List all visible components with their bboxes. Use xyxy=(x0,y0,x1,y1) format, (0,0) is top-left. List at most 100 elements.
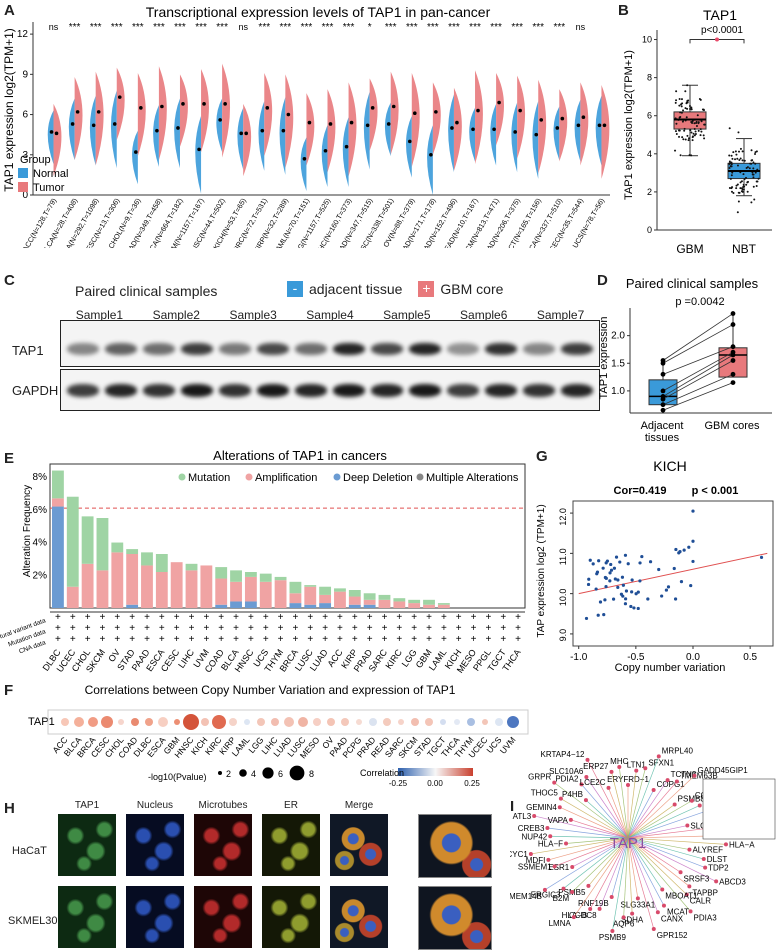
data-availability: + xyxy=(382,612,388,623)
bar-amplification xyxy=(185,570,198,608)
b-point xyxy=(692,132,695,135)
f-color-bar xyxy=(398,768,473,776)
i-edge xyxy=(612,837,629,932)
f-dot xyxy=(257,718,265,726)
i-node xyxy=(606,785,611,790)
f-size-legend-label: 2 xyxy=(226,769,231,779)
i-edge xyxy=(563,837,629,889)
bar-mutation xyxy=(244,572,257,577)
micrograph xyxy=(126,814,184,876)
i-edge xyxy=(627,756,660,839)
panel-a-violin: Transcriptional expression levels of TAP… xyxy=(2,4,610,248)
data-availability: + xyxy=(411,612,417,623)
violin-tumor xyxy=(580,82,589,166)
i-node xyxy=(634,768,639,773)
g-point xyxy=(604,561,608,565)
e-category-label: LIHC xyxy=(176,647,196,670)
data-availability: + xyxy=(367,623,373,634)
panel-label-h: H xyxy=(4,800,15,817)
bar-mutation xyxy=(393,598,406,602)
median-normal xyxy=(112,122,117,126)
b-point xyxy=(682,109,685,112)
i-gene-label: CANX xyxy=(661,914,684,923)
violin-normal xyxy=(384,102,391,157)
data-availability: + xyxy=(218,612,224,623)
data-availability: + xyxy=(114,612,120,623)
legend-adjacent: adjacent tissue xyxy=(309,281,403,297)
i-node xyxy=(546,857,551,862)
i-node xyxy=(703,865,708,870)
g-point xyxy=(584,616,589,621)
i-node xyxy=(687,847,692,852)
g-point xyxy=(623,597,628,601)
b-point xyxy=(745,176,748,179)
panel-d-plot: 1.0 1.5 2.0 xyxy=(611,308,772,414)
panel-b-group-gbm: GBM xyxy=(676,242,703,256)
f-dot xyxy=(61,718,69,726)
g-point xyxy=(591,562,595,566)
sig-label: *** xyxy=(195,22,207,33)
sig-label: *** xyxy=(532,22,544,33)
bar-amplification xyxy=(126,554,139,605)
i-edge xyxy=(572,837,629,868)
i-gene-label: ABCD3 xyxy=(719,877,746,886)
data-availability: + xyxy=(129,634,135,645)
median-normal xyxy=(513,130,517,134)
d-ytick-label: 2.0 xyxy=(611,331,625,342)
i-node xyxy=(552,864,557,869)
i-node xyxy=(597,906,602,911)
b-point xyxy=(688,154,691,157)
legend-normal-swatch xyxy=(18,168,28,178)
a-ytick-label: 0 xyxy=(22,190,28,201)
i-node xyxy=(585,757,590,762)
i-node xyxy=(609,769,614,774)
f-dot xyxy=(356,719,362,725)
g-point xyxy=(611,597,616,601)
b-point xyxy=(737,200,740,203)
bar-mutation xyxy=(348,590,361,597)
b-point xyxy=(675,99,678,102)
median-tumor xyxy=(476,108,480,113)
panel-c-legend: - adjacent tissue + GBM core xyxy=(287,281,503,297)
panel-g-xlabel: Copy number variation xyxy=(615,662,726,674)
median-tumor xyxy=(434,110,438,114)
median-normal xyxy=(302,156,307,161)
i-node xyxy=(714,879,719,884)
sig-label: *** xyxy=(427,22,439,33)
row-skmel30: SKMEL30 xyxy=(8,915,58,927)
violin-tumor xyxy=(327,89,336,173)
i-edge xyxy=(627,837,704,860)
b-point xyxy=(732,151,735,154)
data-availability: + xyxy=(278,634,284,645)
violin-tumor xyxy=(496,72,504,146)
panel-b-axis: 0 2 4 6 8 10 xyxy=(642,30,772,235)
g-frame xyxy=(572,500,774,647)
data-availability: + xyxy=(500,612,506,623)
i-gene-label: HLA−F xyxy=(538,840,563,849)
blot-band xyxy=(143,343,175,355)
data-availability: + xyxy=(144,623,150,634)
data-availability: + xyxy=(278,612,284,623)
median-tumor xyxy=(391,104,396,109)
b-point xyxy=(751,173,754,176)
i-edge xyxy=(627,770,637,839)
violin-normal xyxy=(427,125,433,195)
i-gene-label: LMNA xyxy=(549,919,572,928)
bar-mutation xyxy=(289,581,302,594)
data-availability: + xyxy=(426,623,432,634)
bar-amplification xyxy=(200,565,213,608)
median-tumor xyxy=(160,104,164,109)
data-availability: + xyxy=(114,634,120,645)
panel-a-violins xyxy=(47,63,610,195)
panel-a-categories: ACC(N=128,T=79)BLCA(N=28,T=408)BRCA(N=29… xyxy=(21,196,607,248)
median-tumor xyxy=(539,118,544,122)
sig-label: *** xyxy=(280,22,292,33)
b-point xyxy=(730,174,733,177)
b-point xyxy=(674,149,677,152)
g-point xyxy=(597,559,601,563)
f-dot xyxy=(425,718,433,726)
violin-normal xyxy=(574,99,581,162)
i-gene-label: GPR152 xyxy=(657,931,688,940)
i-edge xyxy=(611,771,629,839)
sig-label: *** xyxy=(469,22,481,33)
